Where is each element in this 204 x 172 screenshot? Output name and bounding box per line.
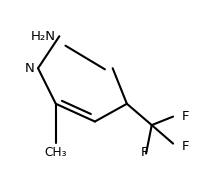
Text: CH₃: CH₃ <box>44 146 67 159</box>
Text: N: N <box>25 62 34 75</box>
Text: F: F <box>182 110 190 123</box>
Text: F: F <box>141 146 148 159</box>
Text: H₂N: H₂N <box>31 30 56 43</box>
Text: F: F <box>182 140 190 153</box>
